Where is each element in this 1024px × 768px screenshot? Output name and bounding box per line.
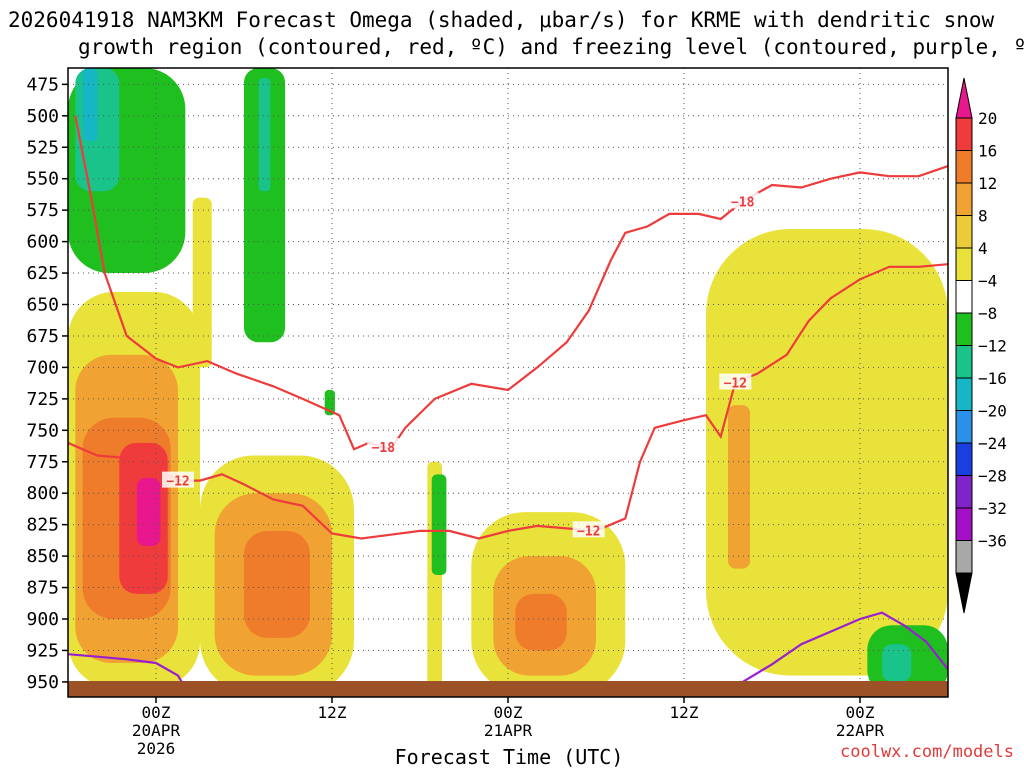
y-tick-label-625: 625 <box>26 263 59 284</box>
y-tick-label-825: 825 <box>26 515 59 536</box>
y-tick-label-575: 575 <box>26 200 59 221</box>
y-tick-label-925: 925 <box>26 640 59 661</box>
colorbar-label-8: −16 <box>978 369 1007 388</box>
colorbar-label-10: −24 <box>978 434 1007 453</box>
colorbar-swatch-10 <box>955 410 973 444</box>
y-tick-label-775: 775 <box>26 452 59 473</box>
colorbar-label-7: −12 <box>978 337 1007 356</box>
colorbar-label-6: −8 <box>978 304 997 323</box>
contour-label-dgz-label-12-right: −12 <box>724 377 747 392</box>
colorbar-label-13: −36 <box>978 532 1007 551</box>
colorbar-label-3: 8 <box>978 207 988 226</box>
y-tick-label-550: 550 <box>26 169 59 190</box>
y-tick-label-500: 500 <box>26 106 59 127</box>
contour-label-bg <box>719 373 752 390</box>
temperature-contours: −18 −12 −12 −12 −18 <box>68 115 948 696</box>
y-tick-label-700: 700 <box>26 357 59 378</box>
x-tick-label-48-0: 00Z <box>846 703 875 722</box>
contour-dgz-top <box>74 115 948 451</box>
contour-label-bg <box>572 521 605 538</box>
colorbar-swatch-3 <box>955 182 973 216</box>
omega-region-ascent-top-left-core <box>75 68 120 192</box>
y-tick-label-475: 475 <box>26 74 59 95</box>
x-tick-label-0-1: 20APR <box>132 721 181 740</box>
contour-label-dgz-label-12-mid: −12 <box>577 524 600 539</box>
y-tick-label-875: 875 <box>26 578 59 599</box>
omega-region-ascent-small-19z <box>431 474 447 575</box>
colorbar-swatch-13 <box>955 507 973 541</box>
colorbar-label-9: −20 <box>978 402 1007 421</box>
terrain-ground <box>68 681 948 697</box>
omega-region-descent-max-left <box>136 478 161 547</box>
y-tick-label-800: 800 <box>26 483 59 504</box>
chart-title-line2: growth region (contoured, red, ºC) and f… <box>78 35 1024 59</box>
chart-title-line1: 2026041918 NAM3KM Forecast Omega (shaded… <box>8 8 995 32</box>
y-tick-label-900: 900 <box>26 609 59 630</box>
y-tick-label-950: 950 <box>26 672 59 693</box>
omega-region-descent-strong-21apr <box>515 593 567 651</box>
pressure-axis: 475 500 525 550 575 600 625 650 675 700 725 750 775 8… <box>26 74 68 693</box>
omega-region-ascent-column-6z <box>244 68 286 343</box>
colorbar-top-arrow <box>955 77 973 119</box>
plot-area: −18 −12 −12 −12 −18 <box>68 68 948 697</box>
y-tick-label-675: 675 <box>26 326 59 347</box>
x-axis-title: Forecast Time (UTC) <box>395 745 624 768</box>
omega-region-descent-column-4z <box>192 197 212 368</box>
colorbar-label-4: 4 <box>978 239 988 258</box>
colorbar-label-5: −4 <box>978 272 997 291</box>
x-tick-label-24-0: 00Z <box>494 703 523 722</box>
colorbar-swatch-14 <box>955 540 973 574</box>
colorbar-swatch-8 <box>955 345 973 379</box>
y-tick-label-600: 600 <box>26 232 59 253</box>
contour-label-bg <box>726 192 759 209</box>
colorbar-swatch-5 <box>955 247 973 281</box>
y-tick-label-750: 750 <box>26 420 59 441</box>
colorbar-swatch-11 <box>955 442 973 476</box>
omega-region-descent-core-22apr <box>728 405 750 569</box>
colorbar-label-1: 16 <box>978 142 997 161</box>
watermark-text[interactable]: coolwx.com/models <box>840 742 1014 762</box>
y-tick-label-850: 850 <box>26 546 59 567</box>
contour-dgz-bottom <box>68 263 948 540</box>
colorbar-label-0: 20 <box>978 109 997 128</box>
x-tick-label-48-1: 22APR <box>836 721 885 740</box>
contour-freezing-level-left <box>68 653 187 689</box>
y-tick-label-650: 650 <box>26 295 59 316</box>
colorbar-bottom-arrow <box>955 572 973 614</box>
omega-region-ascent-low-right-core <box>882 644 912 682</box>
contour-label-dgz-top: −18 <box>372 441 396 456</box>
omega-shading <box>68 68 948 695</box>
contour-label-bg <box>162 471 194 488</box>
colorbar-swatch-6 <box>955 280 973 314</box>
colorbar-swatch-1 <box>955 117 973 151</box>
colorbar-label-11: −28 <box>978 467 1007 486</box>
x-tick-label-12-0: 12Z <box>318 703 347 722</box>
contour-freezing-level-right <box>720 611 948 696</box>
omega-region-ascent-column-6z-core <box>258 78 271 192</box>
omega-colorbar: 20 16 12 8 4 −4 −8 −12 −16 −20 −24 −28 −32 −36 <box>955 77 1007 614</box>
x-tick-label-0-2: 2026 <box>137 739 176 758</box>
colorbar-swatch-2 <box>955 150 973 184</box>
y-tick-label-525: 525 <box>26 137 59 158</box>
x-tick-label-0-0: 00Z <box>142 703 171 722</box>
contour-label-dgz-bottom: −12 <box>166 475 189 490</box>
colorbar-swatch-9 <box>955 377 973 411</box>
colorbar-label-12: −32 <box>978 499 1007 518</box>
contour-label-bg <box>367 438 400 455</box>
x-tick-label-36-0: 12Z <box>670 703 699 722</box>
x-tick-label-24-1: 21APR <box>484 721 533 740</box>
omega-region-descent-strong-mid <box>244 530 310 638</box>
colorbar-label-2: 12 <box>978 174 997 193</box>
colorbar-swatch-12 <box>955 475 973 509</box>
contour-label-dgz-label-18-right: −18 <box>731 195 755 210</box>
colorbar-swatch-7 <box>955 312 973 346</box>
omega-region-ascent-top-left-max <box>82 68 98 141</box>
colorbar-swatch-4 <box>955 215 973 249</box>
omega-region-descent-band-22apr <box>706 229 948 676</box>
y-tick-label-725: 725 <box>26 389 59 410</box>
